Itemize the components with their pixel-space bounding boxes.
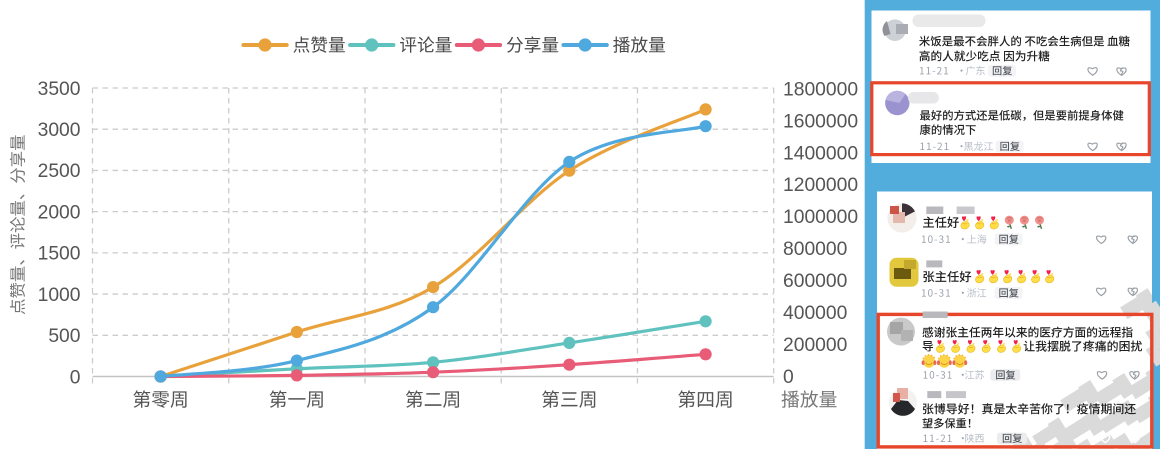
svg-text:400000: 400000 xyxy=(783,303,847,324)
svg-text:1000: 1000 xyxy=(38,285,81,306)
svg-text:600000: 600000 xyxy=(783,271,847,292)
svg-text:800000: 800000 xyxy=(783,239,847,260)
svg-text:2500: 2500 xyxy=(38,161,81,182)
svg-text:500: 500 xyxy=(48,326,80,347)
svg-text:3500: 3500 xyxy=(38,79,81,100)
svg-text:1000000: 1000000 xyxy=(783,207,858,228)
svg-text:1200000: 1200000 xyxy=(783,175,858,196)
svg-text:0: 0 xyxy=(783,367,794,388)
svg-text:1400000: 1400000 xyxy=(783,143,858,164)
svg-text:1800000: 1800000 xyxy=(783,79,858,100)
svg-text:1600000: 1600000 xyxy=(783,111,858,132)
svg-text:1500: 1500 xyxy=(38,244,81,265)
svg-text:3000: 3000 xyxy=(38,120,81,141)
svg-text:2000: 2000 xyxy=(38,202,81,223)
svg-text:200000: 200000 xyxy=(783,335,847,356)
svg-text:0: 0 xyxy=(70,367,81,388)
